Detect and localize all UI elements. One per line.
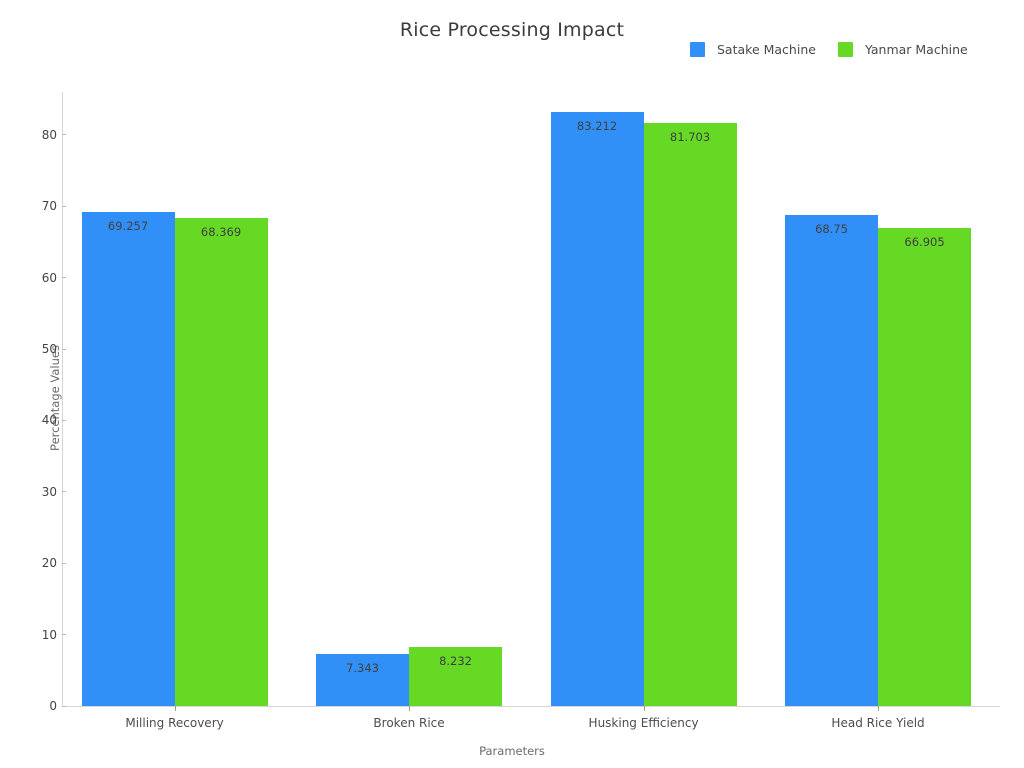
y-axis-tick-label: 40	[41, 413, 57, 428]
y-axis-tick-mark	[62, 562, 66, 564]
bar-value-label: 81.703	[669, 129, 711, 144]
bar[interactable]: 83.212	[550, 111, 644, 706]
y-axis-tick-mark	[62, 419, 66, 421]
x-axis-title: Parameters	[479, 744, 545, 758]
y-axis-line	[62, 92, 63, 706]
bar-value-label: 8.232	[439, 654, 473, 669]
legend-swatch-icon	[690, 42, 705, 57]
legend-swatch-icon	[837, 42, 853, 57]
y-axis-tick: 30	[41, 484, 66, 499]
legend-item-yanmar-machine[interactable]: Yanmar Machine	[837, 42, 968, 57]
y-axis-tick-label: 30	[41, 484, 57, 499]
legend-label: Yanmar Machine	[864, 42, 968, 57]
y-axis-tick-label: 10	[41, 627, 57, 642]
legend-label: Satake Machine	[717, 42, 816, 57]
legend-item-satake-machine[interactable]: Satake Machine	[690, 42, 816, 57]
y-axis-tick-mark	[62, 205, 66, 207]
y-axis-tick: 60	[41, 270, 66, 285]
y-axis-tick: 20	[41, 556, 66, 571]
y-axis-tick-label: 20	[41, 556, 57, 571]
y-axis-tick-mark	[62, 134, 66, 136]
x-axis-tick-mark	[643, 706, 645, 711]
y-axis-tick-label: 50	[41, 342, 57, 357]
y-axis-tick-label: 70	[41, 199, 57, 214]
y-axis-tick-mark	[62, 348, 66, 350]
bar[interactable]: 7.343	[316, 653, 410, 706]
bar[interactable]: 68.75	[785, 215, 879, 706]
bar-value-label: 69.257	[107, 218, 149, 233]
bar-value-label: 83.212	[576, 118, 618, 133]
bar[interactable]: 69.257	[81, 211, 175, 706]
y-axis-tick: 0	[49, 699, 66, 713]
y-axis-tick-mark	[62, 705, 66, 707]
y-axis-tick: 50	[41, 342, 66, 357]
bar-value-label: 66.905	[904, 235, 945, 250]
bar-value-label: 68.75	[815, 222, 849, 237]
bar[interactable]: 68.369	[174, 217, 268, 706]
x-axis-tick-mark	[878, 706, 880, 711]
y-axis-tick: 80	[41, 127, 66, 142]
x-axis-tick-mark	[174, 706, 176, 711]
x-axis-tick-label: Head Rice Yield	[831, 716, 925, 730]
y-axis-tick-label: 60	[41, 270, 57, 285]
bar-value-label: 7.343	[346, 660, 380, 675]
x-axis-tick-label: Milling Recovery	[125, 716, 224, 730]
x-axis-tick-mark	[409, 706, 411, 711]
x-axis-line	[62, 706, 1000, 707]
bar[interactable]: 8.232	[409, 647, 503, 706]
bar[interactable]: 66.905	[878, 228, 972, 706]
y-axis-tick-mark	[62, 491, 66, 493]
chart-legend: Satake Machine Yanmar Machine	[690, 42, 968, 57]
plot-area: 0 10 20 30 40 50 60 70 80 Milling Recovery 69.257 6…	[42, 92, 1000, 730]
y-axis-tick-mark	[62, 277, 66, 279]
x-axis-tick-label: Husking Efficiency	[588, 716, 699, 730]
chart-title: Rice Processing Impact	[399, 19, 625, 41]
x-axis-tick-label: Broken Rice	[373, 716, 445, 730]
y-axis-tick: 40	[41, 413, 66, 428]
bar[interactable]: 81.703	[643, 122, 737, 706]
y-axis-title: Percentage Values	[47, 345, 62, 451]
bar-value-label: 68.369	[200, 224, 242, 239]
y-axis-tick-label: 0	[49, 699, 57, 713]
y-axis-tick: 70	[41, 199, 66, 214]
y-axis-tick: 10	[41, 627, 66, 642]
y-axis-tick-label: 80	[41, 127, 57, 142]
y-axis-tick-mark	[62, 634, 66, 636]
